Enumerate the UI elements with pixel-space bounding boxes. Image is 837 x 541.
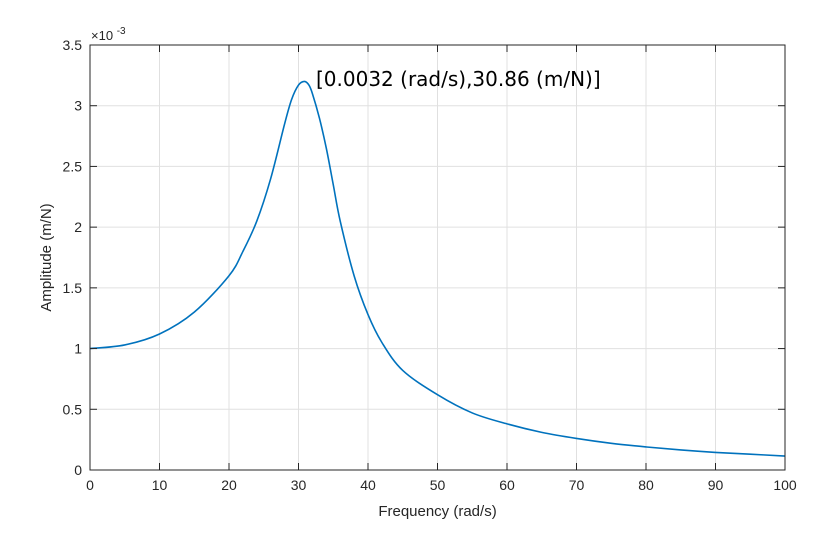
- x-tick-label: 60: [499, 477, 515, 493]
- y-axis-label: Amplitude (m/N): [38, 203, 55, 311]
- y-tick-label: 0: [74, 462, 82, 478]
- ticks: [89, 44, 786, 471]
- x-tick-label: 40: [360, 477, 376, 493]
- series-line: [89, 80, 786, 457]
- y-tick-label: 2: [74, 219, 82, 235]
- y-tick-label: 0.5: [63, 401, 83, 417]
- x-tick-label: 70: [569, 477, 585, 493]
- multiplier-base: ×10: [91, 28, 113, 43]
- multiplier-exponent: -3: [117, 26, 126, 37]
- grid: [90, 45, 785, 470]
- x-tick-label: 100: [773, 477, 797, 493]
- x-tick-label: 0: [86, 477, 94, 493]
- tick-labels: 0 10 20 30 40 50 60 70 80 90 100 0 0.5 1 1.5 2 2.5 3 3.5: [63, 37, 797, 493]
- x-tick-label: 90: [708, 477, 724, 493]
- x-axis-label: Frequency (rad/s): [378, 503, 496, 520]
- y-tick-label: 1.5: [63, 280, 83, 296]
- x-tick-label: 10: [152, 477, 168, 493]
- peak-annotation: [0.0032 (rad/s),30.86 (m/N)]: [316, 67, 601, 91]
- y-axis-multiplier: ×10 -3: [91, 26, 126, 43]
- x-tick-label: 30: [291, 477, 307, 493]
- x-tick-label: 50: [430, 477, 446, 493]
- x-tick-label: 80: [638, 477, 654, 493]
- x-tick-label: 20: [221, 477, 237, 493]
- y-tick-label: 2.5: [63, 158, 83, 174]
- y-tick-label: 3: [74, 98, 82, 114]
- y-tick-label: 3.5: [63, 37, 83, 53]
- y-tick-label: 1: [74, 341, 82, 357]
